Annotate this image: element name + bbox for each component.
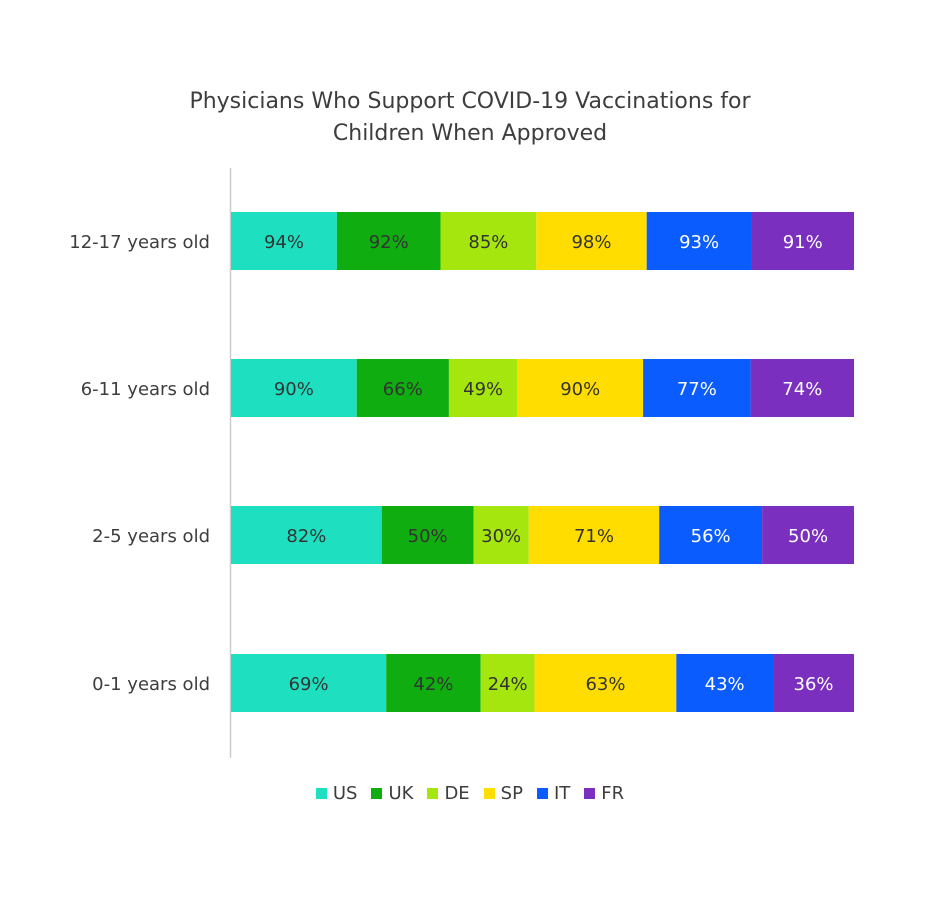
legend-label: DE [444,783,470,804]
legend-label: FR [601,783,625,804]
legend-swatch [483,788,495,799]
bar-segment [231,506,382,564]
bar-segment [536,212,647,270]
legend-swatch [584,788,596,799]
bar-segment [676,654,774,712]
bar-segment [231,212,337,270]
legend-swatch [536,788,548,799]
data-label: 43% [705,674,745,695]
bar-segment [762,506,854,564]
data-label: 92% [369,232,409,253]
data-label: 56% [691,526,731,547]
data-label: 66% [383,379,423,400]
chart-title-line-1: Physicians Who Support COVID-19 Vaccinat… [189,89,751,114]
data-label: 77% [677,379,717,400]
data-label: 63% [585,674,625,695]
bar-segment [643,359,751,417]
bar-segment [231,359,357,417]
legend-label: SP [500,783,523,804]
data-label: 74% [782,379,822,400]
data-label: 42% [413,674,453,695]
legend-item: UK [371,783,413,804]
bar-segment [356,359,449,417]
bar-segment [773,654,854,712]
chart-title: Physicians Who Support COVID-19 Vaccinat… [0,86,940,150]
bar-segment [473,506,529,564]
legend-item: US [315,783,358,804]
bar-segment [659,506,763,564]
legend-label: IT [553,783,571,804]
data-label: 93% [679,232,719,253]
data-label: 90% [560,379,600,400]
bar-segment [750,359,854,417]
bar-segment [231,654,387,712]
bar-segment [534,654,677,712]
data-label: 69% [289,674,329,695]
data-label: 24% [488,674,528,695]
bar-segment [448,359,518,417]
data-label: 36% [794,674,834,695]
legend-item: FR [584,783,624,804]
legend-item: DE [427,783,470,804]
bar-segment [751,212,854,270]
bar-segment [480,654,535,712]
data-label: 91% [783,232,823,253]
data-label: 90% [274,379,314,400]
data-label: 71% [574,526,614,547]
bar-segment [386,654,481,712]
bar-segment [517,359,644,417]
y-tick-label: 0-1 years old [92,674,210,695]
y-tick-label: 2-5 years old [92,526,210,547]
bar-segment [528,506,660,564]
legend-label: UK [388,783,414,804]
legend-swatch [315,788,327,799]
data-label: 85% [468,232,508,253]
data-label: 94% [264,232,304,253]
y-tick-label: 6-11 years old [81,379,210,400]
data-label: 98% [571,232,611,253]
bar-segment [646,212,752,270]
data-label: 82% [286,526,326,547]
bar-segment [336,212,441,270]
chart-legend: US UK DE SP IT FR [0,783,940,804]
legend-item: SP [483,783,523,804]
data-label: 50% [408,526,448,547]
data-label: 30% [481,526,521,547]
legend-item: IT [536,783,571,804]
data-label: 50% [788,526,828,547]
data-label: 49% [463,379,503,400]
y-tick-label: 12-17 years old [69,232,210,253]
bar-segment [381,506,474,564]
bar-segment [440,212,537,270]
chart-title-line-2: Children When Approved [332,121,608,146]
legend-swatch [371,788,383,799]
legend-label: US [332,783,358,804]
legend-swatch [427,788,439,799]
